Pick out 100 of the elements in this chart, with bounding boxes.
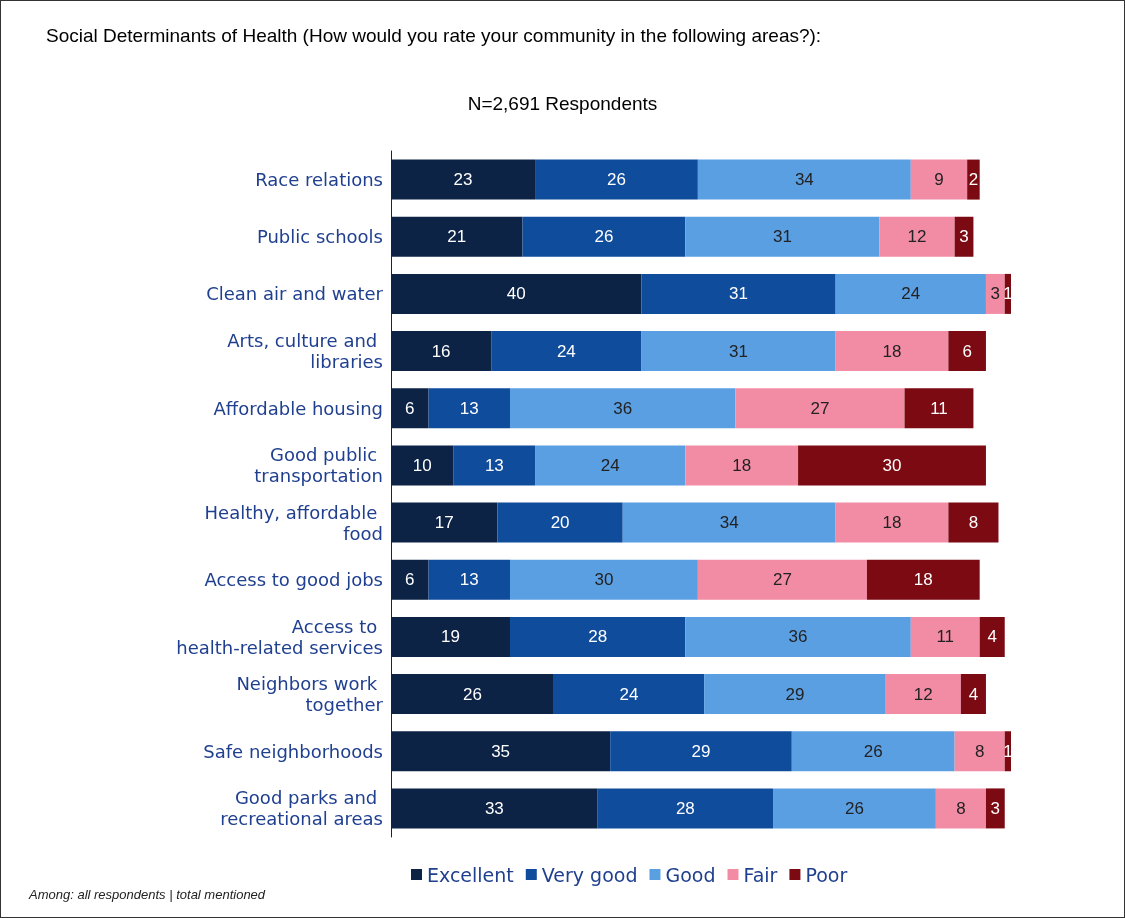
data-label: 13 (484, 455, 504, 475)
data-label: 18 (913, 570, 933, 590)
data-label: 1 (1003, 284, 1013, 304)
bar (948, 502, 999, 543)
data-label: 4 (987, 627, 997, 647)
y-tick-label: Neighbors work together (236, 673, 384, 716)
y-tick-label: Healthy, affordable food (204, 501, 383, 544)
bar (391, 502, 498, 543)
bar (985, 788, 1005, 829)
bar (428, 559, 510, 600)
data-label: 17 (434, 513, 454, 533)
bar (954, 731, 1005, 772)
bar (428, 388, 510, 429)
bar (391, 388, 429, 429)
bar (641, 273, 836, 314)
bar (610, 731, 792, 772)
data-label: 23 (453, 170, 473, 190)
bar (391, 616, 510, 657)
bar (391, 273, 642, 314)
bar (704, 674, 886, 715)
data-label: 9 (934, 170, 944, 190)
legend-label: Poor (805, 863, 848, 886)
data-label: 27 (772, 570, 792, 590)
data-label: 12 (907, 227, 927, 247)
bar (391, 788, 598, 829)
bar (553, 674, 705, 715)
data-label: 40 (506, 284, 526, 304)
bar (685, 616, 911, 657)
data-label: 6 (962, 341, 972, 361)
bar (910, 159, 968, 200)
bar (391, 159, 536, 200)
bar (535, 445, 686, 486)
data-label: 29 (785, 684, 805, 704)
chart-subtitle: N=2,691 Respondents (467, 93, 658, 114)
data-label: 26 (462, 684, 482, 704)
bar (967, 159, 980, 200)
bar (885, 674, 961, 715)
data-label: 31 (729, 341, 749, 361)
data-label: 13 (459, 398, 479, 418)
data-label: 8 (968, 513, 979, 533)
data-label: 8 (974, 741, 985, 761)
bar (597, 788, 774, 829)
bar (960, 674, 986, 715)
data-label: 3 (990, 798, 1001, 818)
data-label: 24 (901, 284, 921, 304)
bar (791, 731, 955, 772)
data-label: 30 (882, 455, 902, 475)
legend-label: Excellent (427, 863, 514, 886)
data-label: 20 (550, 513, 570, 533)
data-label: 16 (431, 341, 451, 361)
bar (985, 273, 1005, 314)
bar (773, 788, 936, 829)
data-label: 11 (930, 398, 948, 418)
bar (509, 559, 698, 600)
bar (535, 159, 698, 200)
data-label: 3 (959, 227, 969, 247)
data-label: 18 (882, 341, 902, 361)
y-tick-label: Public schools (256, 226, 383, 248)
y-tick-label: Good public transportation (254, 444, 383, 487)
y-tick-label: Affordable housing (213, 397, 383, 419)
y-tick-label: Access to good jobs (204, 569, 383, 591)
y-tick-label: Race relations (255, 169, 383, 191)
bar (735, 388, 905, 429)
data-label: 28 (675, 798, 695, 818)
bar (391, 216, 523, 257)
bar (910, 616, 980, 657)
data-label: 36 (613, 398, 633, 418)
data-label: 31 (772, 227, 792, 247)
bar (391, 674, 554, 715)
bar (697, 559, 867, 600)
bar (391, 559, 429, 600)
bar (835, 273, 986, 314)
bar (622, 502, 836, 543)
chart-title: Social Determinants of Health (How would you rate your community in the following areas?): (46, 25, 822, 46)
data-label: 35 (491, 741, 511, 761)
data-label: 31 (729, 284, 749, 304)
bar (904, 388, 974, 429)
bar (697, 159, 911, 200)
bar (509, 616, 686, 657)
bar (948, 331, 986, 372)
y-tick-label: Arts, culture and libraries (227, 330, 383, 373)
data-label: 19 (441, 627, 460, 647)
y-tick-label: Safe neighborhoods (203, 740, 383, 762)
data-label: 30 (594, 570, 614, 590)
data-label: 18 (732, 455, 752, 475)
bar (935, 788, 986, 829)
bar (522, 216, 686, 257)
data-label: 26 (594, 227, 614, 247)
data-label: 12 (913, 684, 933, 704)
data-label: 34 (794, 170, 814, 190)
bar (798, 445, 986, 486)
data-label: 36 (788, 627, 808, 647)
legend-label: Fair (743, 863, 778, 886)
bar (391, 731, 611, 772)
data-label: 27 (810, 398, 830, 418)
data-label: 26 (844, 798, 864, 818)
bar (391, 331, 492, 372)
data-label: 10 (412, 455, 432, 475)
data-label: 26 (606, 170, 626, 190)
data-label: 13 (459, 570, 479, 590)
